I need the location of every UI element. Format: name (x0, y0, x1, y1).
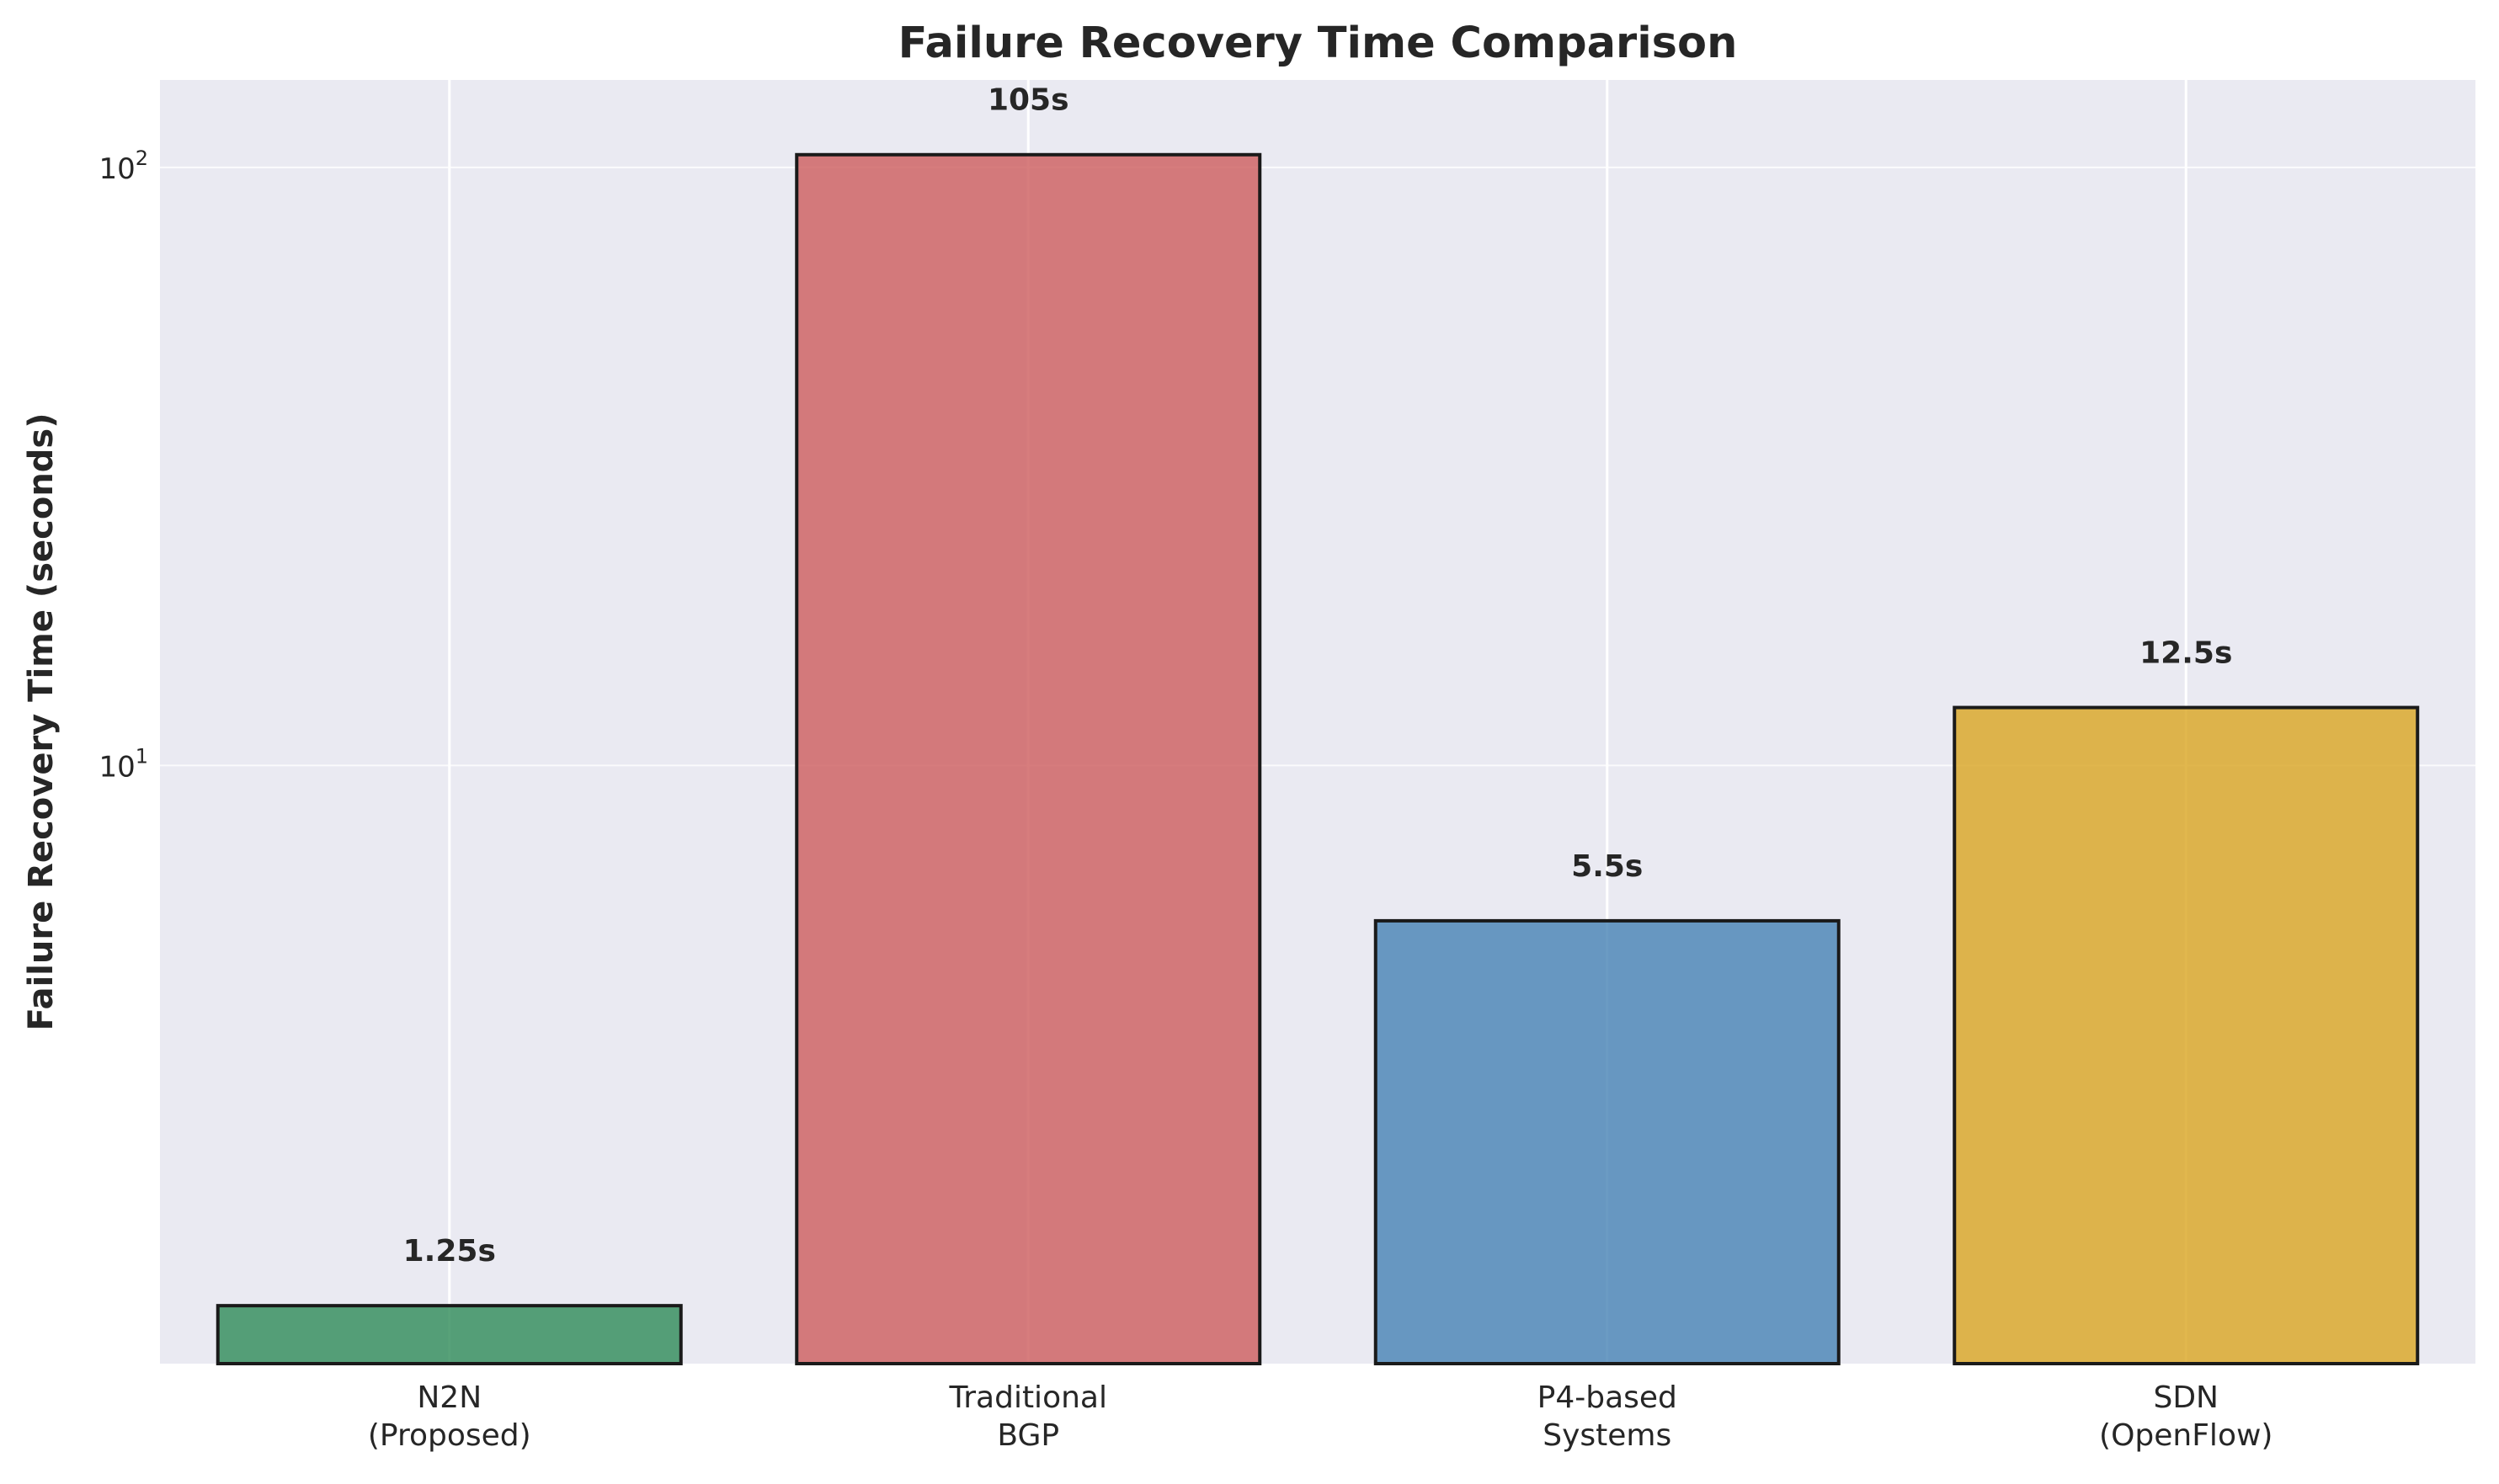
y-tick-label-1: 102 (99, 146, 148, 186)
bar-value-label-3: 12.5s (2139, 636, 2232, 670)
bar-value-label-2: 5.5s (1571, 849, 1643, 884)
bar-1 (795, 152, 1262, 1366)
x-tick-label-2-line-1: Systems (1543, 1418, 1671, 1453)
y-axis-label: Failure Recovery Time (seconds) (22, 412, 61, 1030)
x-tick-label-0-line-1: (Proposed) (368, 1418, 531, 1453)
bar-value-label-1: 105s (988, 83, 1069, 118)
bars (216, 152, 2420, 1366)
chart-title: Failure Recovery Time Comparison (898, 19, 1738, 68)
bar-2 (1373, 918, 1841, 1366)
bar-3 (1953, 705, 2420, 1365)
y-tick-label-0: 101 (99, 744, 148, 784)
bar-0 (216, 1304, 683, 1365)
x-tick-label-1-line-0: Traditional (949, 1380, 1107, 1415)
bar-value-label-0: 1.25s (403, 1234, 496, 1269)
y-axis-ticks: 101 102 (99, 146, 148, 785)
x-tick-label-0-line-0: N2N (417, 1380, 482, 1415)
x-tick-label-2-line-0: P4-based (1537, 1380, 1677, 1415)
x-tick-label-3-line-1: (OpenFlow) (2099, 1418, 2273, 1453)
x-tick-label-1-line-1: BGP (997, 1418, 1059, 1453)
x-tick-label-3-line-0: SDN (2153, 1380, 2219, 1415)
bar-value-labels: 1.25s 105s 5.5s 12.5s (403, 83, 2233, 1269)
